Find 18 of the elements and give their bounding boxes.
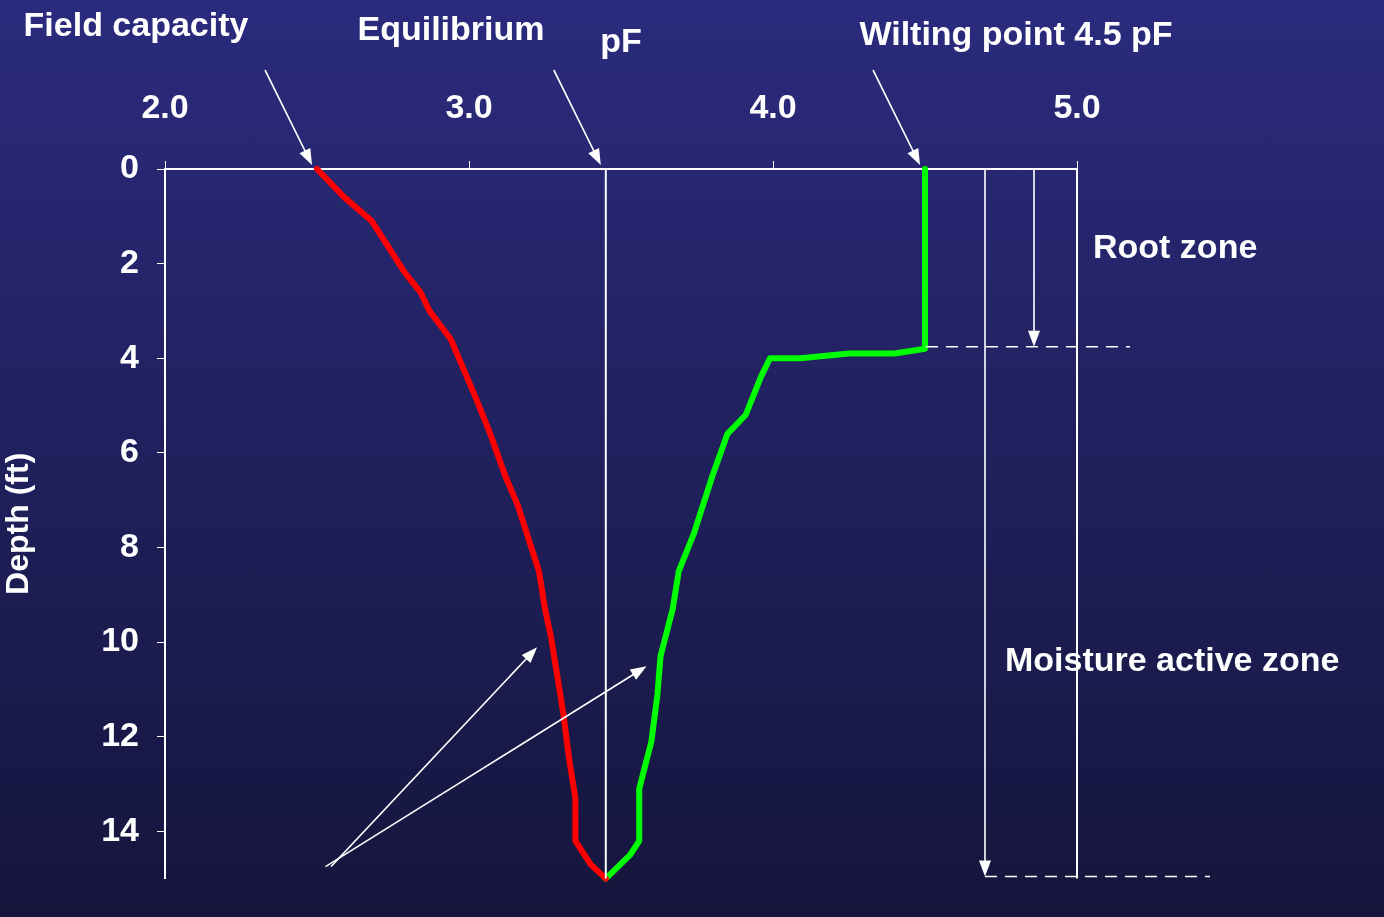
x-tick-label: 2.0: [141, 86, 189, 125]
y-tick-label: 6: [120, 431, 139, 470]
y-tick-label: 8: [120, 525, 139, 564]
y-tick-label: 4: [120, 336, 140, 375]
y-tick-label: 0: [120, 147, 139, 186]
y-tick-label: 14: [101, 809, 140, 848]
text: Root zone: [1093, 227, 1258, 266]
text: Field capacity: [23, 5, 249, 44]
y-tick-label: 2: [120, 241, 139, 280]
y-tick-label: 12: [101, 715, 139, 754]
x-tick-label: 5.0: [1053, 86, 1101, 125]
y-tick-label: 10: [101, 620, 139, 659]
x-tick-label: 4.0: [749, 86, 797, 125]
y-axis-title: Depth (ft): [0, 452, 36, 595]
x-axis-title: pF: [600, 20, 642, 59]
text: Equilibrium: [357, 9, 545, 48]
x-tick-label: 3.0: [445, 86, 493, 125]
text: Wilting point 4.5 pF: [859, 14, 1173, 53]
